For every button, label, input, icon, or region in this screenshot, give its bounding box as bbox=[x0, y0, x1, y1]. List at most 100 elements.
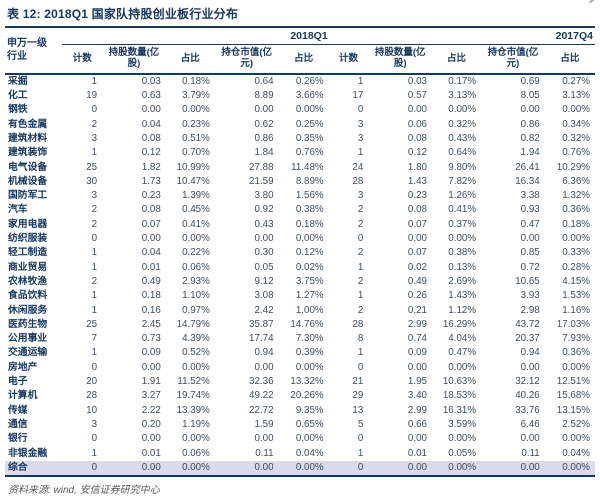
value-cell: 13.39% bbox=[176, 404, 210, 416]
value-cell: 0.01 bbox=[141, 261, 161, 273]
industry-label: 有色金属 bbox=[8, 118, 48, 130]
value-cell: 16.31% bbox=[442, 404, 477, 416]
column-header-row: 计数 持股数量(亿股) 占比 持仓市值(亿元) 占比 计数 持股数量(亿股) 占比 持仓市值(亿… bbox=[5, 44, 595, 75]
value-cell: 1.84 bbox=[254, 147, 274, 159]
value-cell: 0.26% bbox=[295, 75, 324, 87]
value-cell: 0.25% bbox=[295, 118, 324, 130]
column-header-q4-3: 持仓市值(亿元) bbox=[481, 44, 545, 75]
table-row: 家用电器 2 0.07 0.41% 0.43 0.18% 2 0.07 0.37% 0.47 0.1… bbox=[5, 218, 595, 232]
value-cell: 0.00 bbox=[102, 460, 166, 478]
value-cell: 32.12 bbox=[515, 376, 540, 388]
value-cell: 0 bbox=[328, 460, 369, 478]
value-cell: 3 bbox=[357, 190, 364, 202]
value-cell: 2.42 bbox=[254, 304, 274, 316]
value-cell: 43.72 bbox=[515, 318, 540, 330]
value-cell: 2.93% bbox=[182, 275, 210, 287]
value-cell: 0.36% bbox=[562, 204, 590, 216]
value-cell: 33.76 bbox=[515, 404, 540, 416]
value-cell: 32.36 bbox=[249, 376, 274, 388]
industry-label: 医药生物 bbox=[8, 318, 48, 330]
value-cell: 0.00% bbox=[562, 104, 590, 116]
value-cell: 0.47 bbox=[520, 218, 540, 230]
value-cell: 10.99% bbox=[176, 161, 210, 173]
value-cell: 0.52% bbox=[182, 347, 210, 359]
value-cell: 4.39% bbox=[182, 333, 210, 345]
value-cell: 0.00 bbox=[520, 104, 540, 116]
table-row: 纺织服装 0 0.00 0.00% 0.00 0.00% 0 0.00 0.00% 0.00 0.0… bbox=[5, 232, 595, 246]
industry-label: 农林牧渔 bbox=[8, 275, 48, 287]
value-cell: 0.08 bbox=[141, 204, 161, 216]
value-cell: 2.69% bbox=[448, 275, 477, 287]
value-cell: 9.35% bbox=[295, 404, 324, 416]
table-row: 国防军工 3 0.23 1.39% 3.80 1.56% 3 0.23 1.26% 3.38 1.3… bbox=[5, 189, 595, 203]
value-cell: 25 bbox=[86, 161, 98, 173]
column-header-q1-4: 占比 bbox=[278, 44, 329, 75]
value-cell: 11.48% bbox=[291, 161, 324, 173]
value-cell: 0.17% bbox=[448, 75, 477, 87]
value-cell: 28 bbox=[86, 390, 98, 402]
industry-label: 商业贸易 bbox=[8, 261, 48, 273]
value-cell: 29 bbox=[352, 390, 364, 402]
value-cell: 10.65 bbox=[515, 275, 540, 287]
value-cell: 2.22 bbox=[141, 404, 161, 416]
table-row: 非银金融 1 0.01 0.06% 0.11 0.04% 1 0.01 0.05% 0.11 0.0… bbox=[5, 447, 595, 461]
value-cell: 6.36% bbox=[562, 175, 590, 187]
value-cell: 0.00 bbox=[141, 433, 161, 445]
value-cell: 0.00% bbox=[278, 460, 329, 478]
value-cell: 0.00% bbox=[562, 361, 590, 373]
value-cell: 1 bbox=[91, 75, 98, 87]
value-cell: 1 bbox=[357, 447, 364, 459]
value-cell: 2 bbox=[357, 204, 364, 216]
value-cell: 1.80 bbox=[407, 161, 427, 173]
value-cell: 0.73 bbox=[141, 333, 161, 345]
value-cell: 0.00 bbox=[407, 104, 427, 116]
value-cell: 3 bbox=[91, 132, 98, 144]
group-label-2018q1: 2018Q1 bbox=[290, 30, 328, 42]
value-cell: 0.20 bbox=[141, 418, 161, 430]
value-cell: 0.45% bbox=[182, 204, 210, 216]
value-cell: 13.15% bbox=[556, 404, 590, 416]
value-cell: 0.06 bbox=[407, 118, 427, 130]
industry-label: 机械设备 bbox=[8, 175, 48, 187]
value-cell: 8.89% bbox=[295, 175, 324, 187]
value-cell: 1 bbox=[91, 447, 98, 459]
value-cell: 0.01 bbox=[407, 447, 427, 459]
value-cell: 19 bbox=[86, 90, 98, 102]
value-cell: 0.04% bbox=[295, 447, 324, 459]
value-cell: 20.37 bbox=[515, 333, 540, 345]
value-cell: 0 bbox=[91, 104, 98, 116]
value-cell: 4.04% bbox=[448, 333, 477, 345]
value-cell: 0.93 bbox=[520, 204, 540, 216]
value-cell: 0.82 bbox=[520, 132, 540, 144]
value-cell: 1.82 bbox=[141, 161, 161, 173]
table-header: 申万一级 行业 2018Q1 2017Q4 计数 持股数量(亿股) 占比 持仓市值(亿… bbox=[5, 29, 595, 75]
table-row: 银行 0 0.00 0.00% 0.00 0.00% 0 0.00 0.00% 0.00 0.00% bbox=[5, 432, 595, 446]
industry-label: 通信 bbox=[8, 418, 28, 430]
value-cell: 0.74 bbox=[407, 333, 427, 345]
value-cell: 0.62 bbox=[254, 118, 274, 130]
value-cell: 0.00% bbox=[448, 361, 477, 373]
table-row: 食品饮料 1 0.18 1.10% 3.08 1.27% 1 0.26 1.43% 3.93 1.5… bbox=[5, 289, 595, 303]
value-cell: 0.57 bbox=[407, 90, 427, 102]
value-cell: 2 bbox=[357, 275, 364, 287]
value-cell: 0.23% bbox=[182, 118, 210, 130]
value-cell: 0.92 bbox=[254, 204, 274, 216]
table-row: 商业贸易 1 0.01 0.06% 0.05 0.02% 1 0.02 0.13% 0.72 0.2… bbox=[5, 261, 595, 275]
value-cell: 1 bbox=[91, 247, 98, 259]
value-cell: 0.30 bbox=[254, 247, 274, 259]
value-cell: 0.97% bbox=[182, 304, 210, 316]
value-cell: 0.00 bbox=[254, 361, 274, 373]
value-cell: 3.38 bbox=[520, 190, 540, 202]
table-row: 机械设备 30 1.73 10.47% 21.59 8.89% 28 1.43 7.82% 16.… bbox=[5, 175, 595, 189]
table-row: 汽车 2 0.08 0.45% 0.92 0.38% 2 0.08 0.41% 0.93 0.36% bbox=[5, 203, 595, 217]
value-cell: 13 bbox=[352, 404, 364, 416]
value-cell: 0.00% bbox=[448, 104, 477, 116]
value-cell: 17 bbox=[352, 90, 364, 102]
value-cell: 3 bbox=[357, 132, 364, 144]
value-cell: 1 bbox=[357, 261, 364, 273]
group-header-cell: 2018Q1 2017Q4 bbox=[62, 29, 595, 45]
value-cell: 1.53% bbox=[562, 290, 590, 302]
table-row: 电气设备 25 1.82 10.99% 27.88 11.48% 24 1.80 9.80% 26… bbox=[5, 161, 595, 175]
value-cell: 0.18% bbox=[562, 218, 590, 230]
value-cell: 0.76% bbox=[295, 147, 324, 159]
